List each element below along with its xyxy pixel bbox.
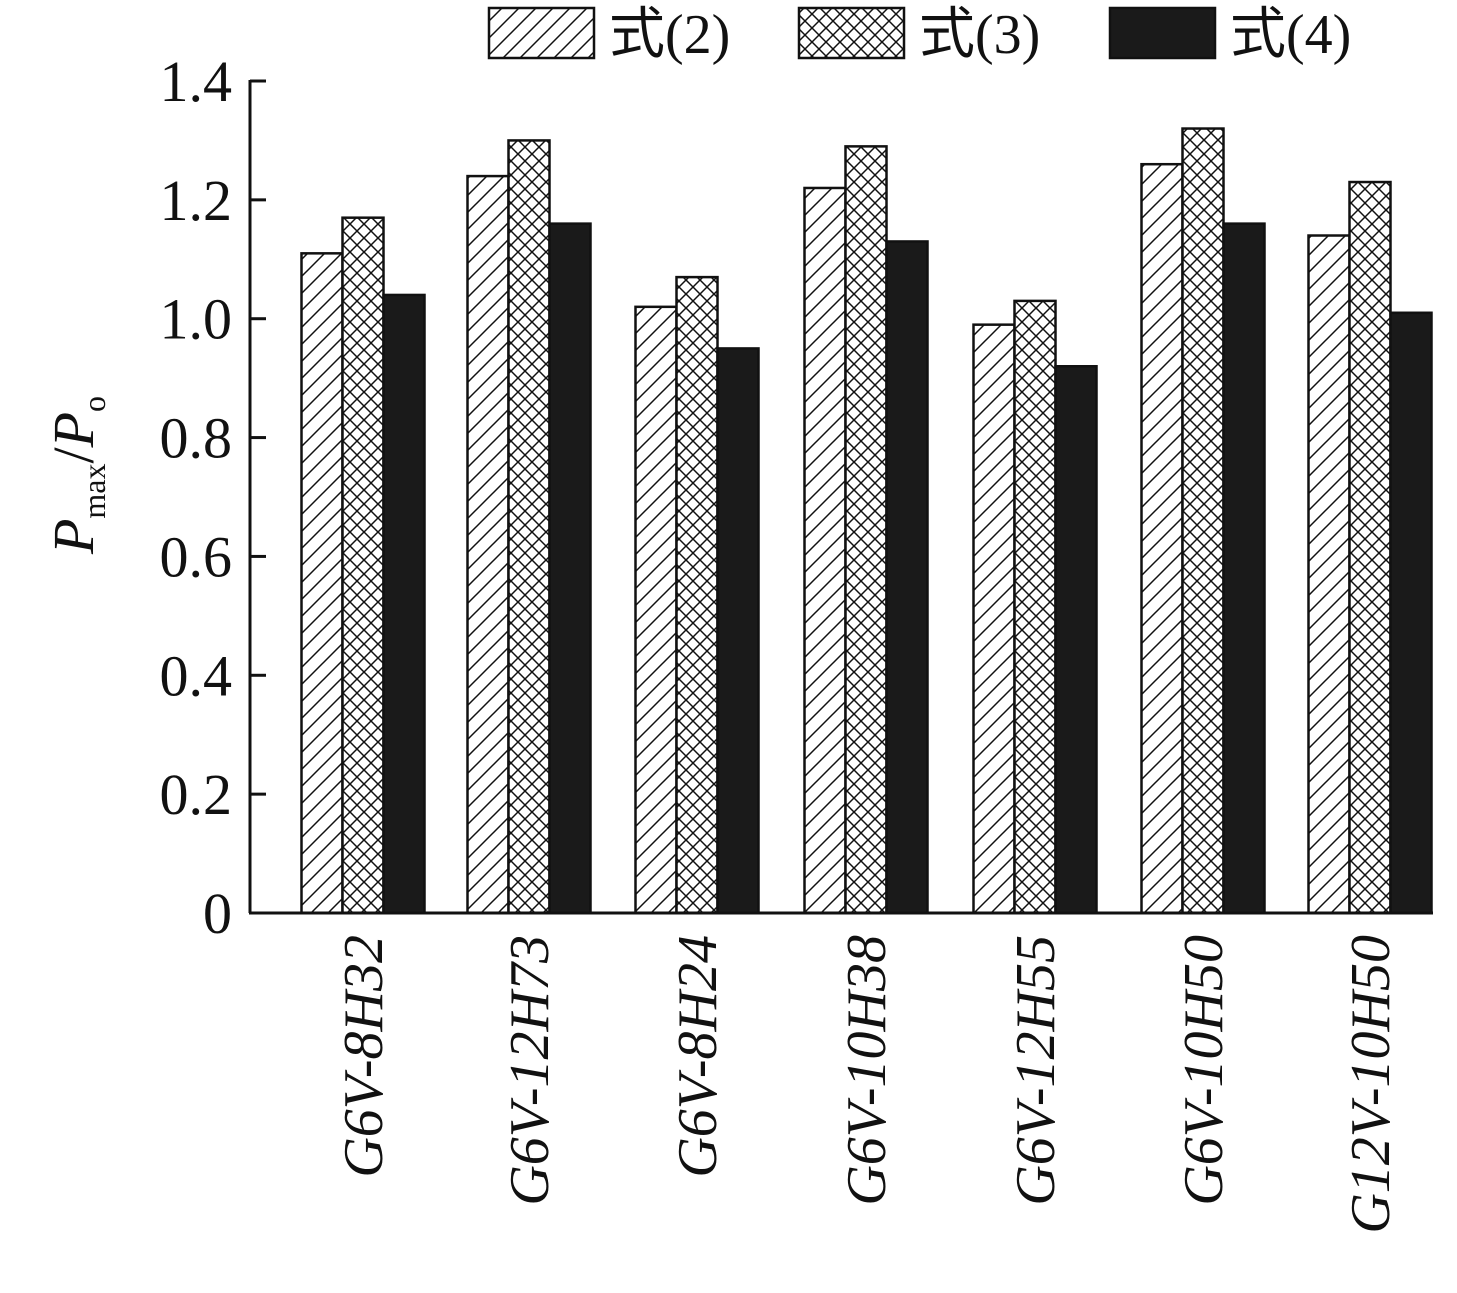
bar [466, 174, 510, 915]
y-axis-title: Pmax/Po [41, 396, 112, 555]
legend-label: 式(2) [609, 4, 730, 66]
legend-swatch [1108, 6, 1217, 60]
x-tick-label: G6V-8H32 [333, 935, 395, 1178]
x-tick-label: G6V-8H24 [667, 935, 729, 1178]
bar-group [1140, 127, 1266, 915]
x-tick-label: G6V-12H73 [499, 935, 561, 1206]
legend-swatch [487, 6, 596, 60]
legend-label: 式(4) [1230, 4, 1351, 66]
y-tick-label: 0.6 [160, 524, 233, 589]
bar [803, 186, 847, 915]
y-ticks: 0 0.2 0.4 0.6 0.8 1.0 1.2 1.4 [160, 49, 266, 946]
y-tick-label: 0.8 [160, 406, 233, 471]
legend-item: 式(4) [1108, 4, 1351, 66]
bar [716, 347, 760, 915]
bar [1181, 127, 1225, 915]
y-tick-label: 0 [203, 881, 232, 946]
bar [1054, 365, 1098, 915]
bar [844, 145, 888, 915]
bar [675, 275, 719, 915]
legend-label: 式(3) [919, 4, 1040, 66]
bar [1013, 299, 1057, 915]
bar-group [803, 145, 929, 915]
bar [1307, 234, 1351, 915]
legend-item: 式(3) [797, 4, 1040, 66]
bar [382, 293, 426, 915]
bar [972, 323, 1016, 915]
y-tick-label: 1.0 [160, 287, 233, 352]
x-tick-label: G6V-10H50 [1173, 935, 1235, 1206]
bar [885, 240, 929, 915]
legend-item: 式(2) [487, 4, 730, 66]
bar-group [972, 299, 1098, 915]
x-category-labels: G6V-8H32 G6V-12H73 G6V-8H24 G6V-10H38 G6V-12… [333, 935, 1402, 1234]
y-tick-label: 0.4 [160, 643, 233, 708]
bar-group [1307, 180, 1433, 915]
axes [248, 80, 1433, 915]
bar [634, 305, 678, 915]
y-axis-label: Pmax/Po [41, 396, 112, 555]
x-tick-label: G6V-10H38 [836, 935, 898, 1206]
y-tick-label: 1.2 [160, 168, 233, 233]
bar-layer [300, 127, 1433, 915]
bar [1389, 311, 1433, 915]
x-tick-label: G6V-12H55 [1005, 935, 1067, 1206]
bar-group [466, 139, 592, 915]
bar-group [634, 275, 760, 915]
legend-swatch [797, 6, 906, 60]
bar [1222, 222, 1266, 915]
bar [1348, 180, 1392, 915]
bar-group [300, 216, 426, 915]
bar [341, 216, 385, 915]
legend: 式(2) 式(3) 式(4) [487, 4, 1351, 66]
bar [1140, 162, 1184, 915]
x-tick-label: G12V-10H50 [1340, 935, 1402, 1234]
bar [548, 222, 592, 915]
y-tick-label: 0.2 [160, 762, 233, 827]
y-tick-label: 1.4 [160, 49, 233, 114]
bar [507, 139, 551, 915]
bar [300, 252, 344, 915]
